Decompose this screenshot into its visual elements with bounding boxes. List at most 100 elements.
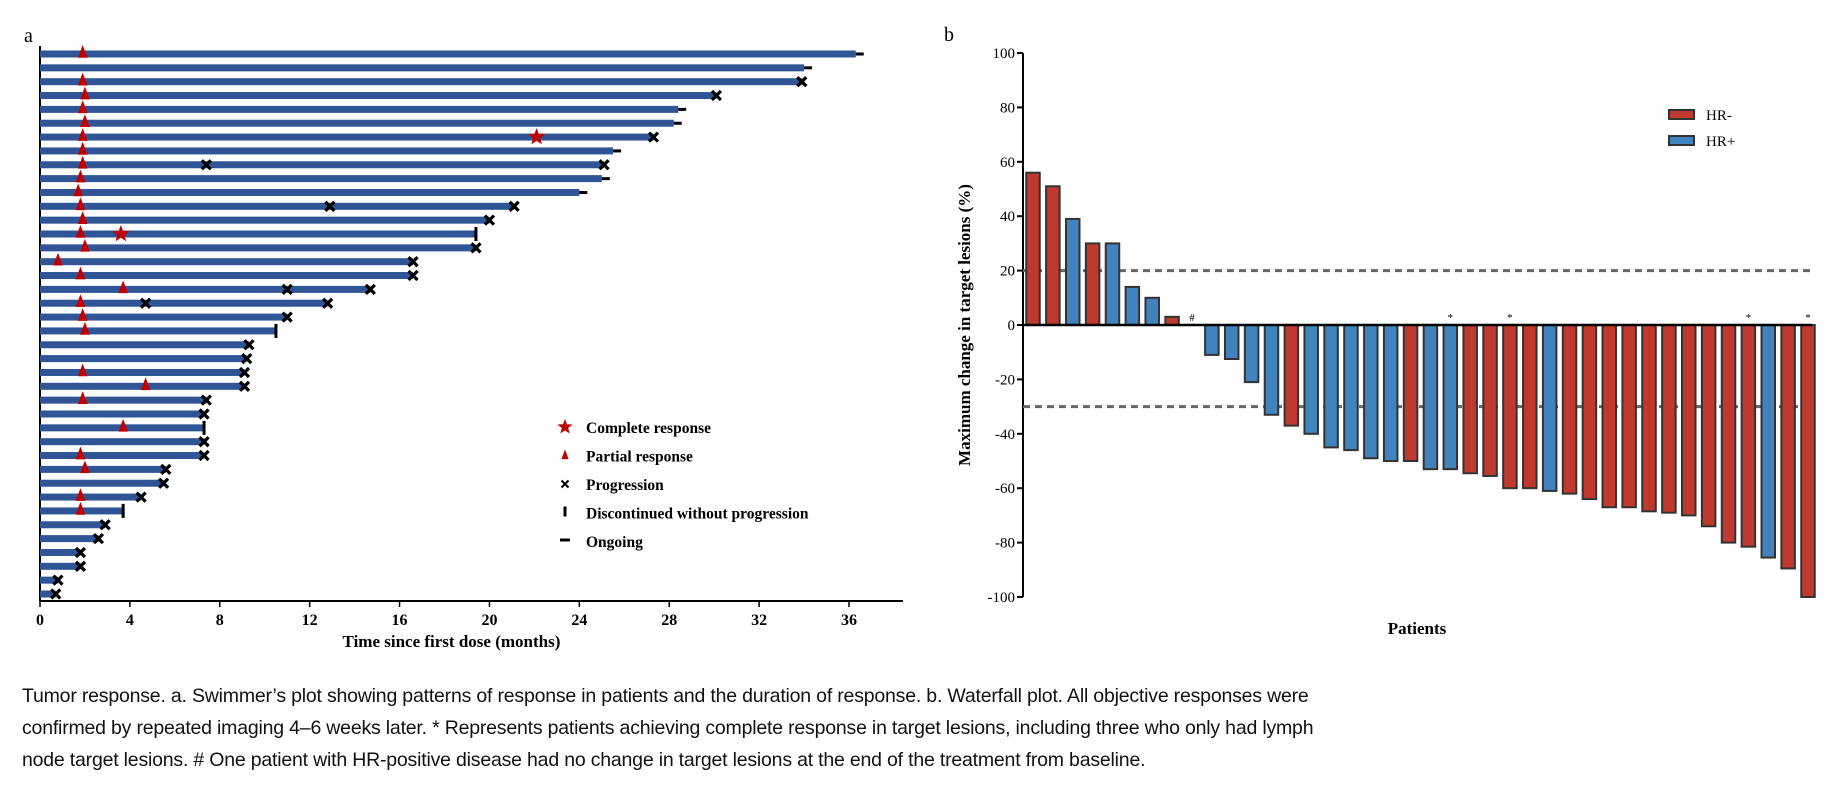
cross-stroke [198,408,210,420]
partial-response-marker [77,308,88,321]
swimmer-row [40,183,588,197]
progression-marker [160,463,172,476]
swimmer-legend: Complete response Partial response Progres… [557,419,809,551]
partial-response-marker [75,169,86,183]
partial-response-marker [80,238,90,252]
waterfall-bar [1780,324,1796,570]
swimmer-row [40,391,212,406]
y-tick-label: -60 [995,481,1015,497]
partial-response-marker [75,197,86,211]
swimmer-row [40,238,482,254]
swimmer-row [40,352,253,365]
partial-response-marker [77,72,88,86]
duration-bar [40,341,249,349]
progression-marker [241,352,253,365]
waterfall-bar [1800,324,1816,598]
duration-bar [40,521,106,529]
progression-marker [508,200,520,212]
cross-stroke [50,588,62,600]
y-tick-label: 80 [1000,100,1015,116]
waterfall-bar [1303,324,1319,435]
partial-response-marker [118,418,128,432]
waterfall-bar [1442,324,1459,471]
duration-bar [40,119,674,127]
bar-annotation: * [1507,312,1513,324]
partial-response-marker [118,280,128,294]
bar-annotation: * [1448,312,1454,324]
waterfall-bar [1760,324,1777,559]
y-tick-label: 60 [1000,155,1015,171]
partial-response-marker [77,391,88,404]
cross-stroke [560,479,570,489]
cross-stroke [322,297,334,309]
x-tick-label: 24 [571,612,587,629]
duration-bar [40,438,205,446]
cross-stroke [598,159,610,171]
cross-stroke [710,89,723,102]
progression-marker [52,574,64,586]
complete-response-marker [528,128,546,145]
swimmer-row [40,86,723,102]
duration-bar [40,355,247,363]
duration-bar [40,562,81,570]
duration-bar [40,272,414,280]
legend-label: HR+ [1706,134,1735,150]
partial-response-marker [77,141,88,155]
swimmer-row [40,436,210,448]
cross-stroke [241,352,253,365]
partial-response-marker [80,460,90,474]
swimmer-row [40,446,210,462]
swimmer-row [40,408,210,420]
waterfall-bar [1661,324,1677,514]
progression-marker [647,131,660,143]
duration-bar [40,244,476,252]
partial-response-marker [77,155,88,169]
swimmer-row [40,100,687,114]
x-tick-label: 28 [661,612,677,629]
waterfall-bar [1621,324,1637,509]
progression-marker [364,283,376,296]
swimmer-row [40,294,334,309]
duration-bar [40,175,602,183]
y-tick-label: -80 [995,536,1015,552]
x-tick-label: 32 [751,612,767,629]
waterfall-bar [1522,324,1538,490]
waterfall-bar [1104,242,1121,326]
duration-bar [40,285,371,293]
partial-response-marker [77,100,88,114]
progression-marker [99,519,111,531]
cross-stroke [281,283,293,296]
duration-bar [40,465,166,473]
partial-response-marker [75,501,86,515]
partial-response-marker [140,377,151,391]
swimmer-row [40,252,419,268]
swimmer-row [40,45,864,58]
progression-marker [198,408,210,420]
waterfall-bar [1720,324,1737,544]
swimmer-row [40,560,87,572]
progression-marker [281,283,293,296]
swimmer-row [40,321,278,338]
panel-label-b: b [944,24,954,46]
waterfall-legend: HR- HR+ [1668,108,1735,150]
bar-annotation: * [1746,312,1752,324]
swimmer-row [40,64,813,72]
swimmer-row [40,339,255,351]
progression-marker [50,588,62,600]
duration-bar [40,147,614,155]
waterfall-bar [1064,217,1081,326]
legend-label: HR- [1706,108,1732,124]
waterfall-bar [1363,324,1379,460]
duration-bar [40,410,205,418]
swimmer-row [40,211,496,226]
swimmer-row [40,169,610,183]
progression-marker [470,242,482,254]
partial-response-marker [77,363,88,377]
legend-label: Partial response [586,449,693,466]
duration-bar [40,133,654,141]
progression-marker [324,200,336,212]
swimmer-row [40,141,622,155]
progression-marker [281,311,293,323]
cross-stroke [157,477,170,489]
waterfall-bar [1422,324,1439,471]
